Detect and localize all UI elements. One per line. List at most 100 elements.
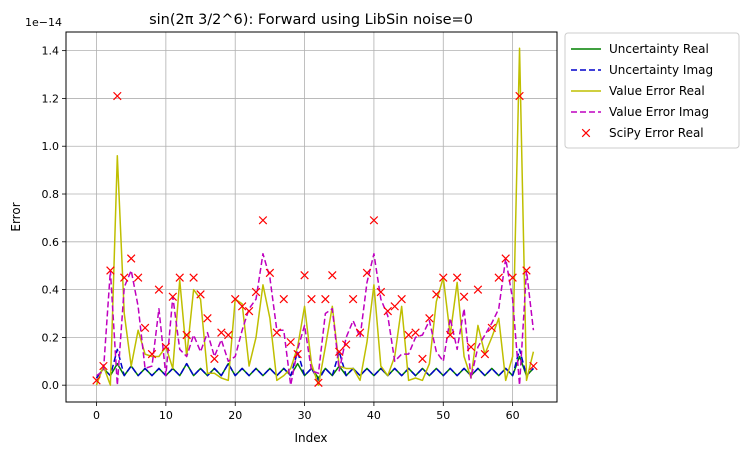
scipy-error-real-point <box>224 330 233 340</box>
x-tick-label: 0 <box>93 409 100 422</box>
scipy-error-real-point <box>445 330 455 340</box>
scipy-error-real-point <box>494 273 503 282</box>
scipy-error-real-point <box>154 285 164 294</box>
scipy-error-real-point <box>300 271 309 280</box>
scipy-error-real-point <box>362 268 372 278</box>
scipy-error-real-point <box>314 378 323 388</box>
y-tick-label: 0.4 <box>42 284 60 297</box>
scipy-error-real-point <box>147 349 157 359</box>
legend-label-value-error-imag: Value Error Imag <box>609 105 709 119</box>
legend-label-uncertainty-imag: Uncertainty Imag <box>609 63 713 77</box>
y-tick-label: 1.0 <box>42 140 60 153</box>
scipy-error-real-point <box>140 323 150 333</box>
legend-label-scipy-error-real: SciPy Error Real <box>609 126 704 140</box>
scipy-error-real-point <box>120 273 129 282</box>
x-tick-label: 60 <box>506 409 520 422</box>
scipy-error-real-point <box>480 349 490 359</box>
scipy-error-real-point <box>279 294 288 304</box>
scipy-error-real-point <box>286 337 295 347</box>
legend-label-uncertainty-real: Uncertainty Real <box>609 42 709 56</box>
scipy-error-real-point <box>258 216 268 225</box>
legend-item-value-error-imag: Value Error Imag <box>571 105 709 119</box>
scipy-error-real-point <box>459 292 469 301</box>
y-tick-label: 0.2 <box>42 331 60 344</box>
scipy-error-real-point <box>452 273 462 282</box>
scipy-error-real-point <box>189 273 198 282</box>
scipy-error-real-point <box>348 294 358 304</box>
y-tick-label: 0.6 <box>42 236 60 249</box>
axes: 0 10 20 30 40 50 60 0.0 0.2 0.4 0.6 0.8 1.0 1.2 1.4 <box>42 45 520 422</box>
scipy-error-real-point <box>307 294 316 304</box>
scipy-error-real-point <box>92 376 101 385</box>
scipy-error-real-point <box>196 290 205 299</box>
legend-frame <box>564 32 740 149</box>
scipy-error-real-point <box>515 91 524 101</box>
scipy-error-real-point <box>501 254 510 263</box>
value-error-imag-line <box>96 253 535 386</box>
scipy-error-real-point <box>265 268 275 278</box>
scipy-error-real-point <box>203 314 212 323</box>
legend: Uncertainty Real Uncertainty Imag Value Er… <box>564 32 740 149</box>
scipy-error-real-point <box>251 287 261 297</box>
scipy-error-real-point <box>182 330 191 340</box>
scipy-error-real-markers <box>92 91 538 388</box>
x-tick-label: 50 <box>436 409 450 422</box>
scipy-error-real-point <box>341 340 351 349</box>
scipy-error-real-point <box>376 287 386 297</box>
x-tick-label: 20 <box>228 409 242 422</box>
scipy-error-real-point <box>335 347 344 356</box>
x-tick-label: 10 <box>159 409 173 422</box>
legend-item-value-error-real: Value Error Real <box>571 84 705 98</box>
y-tick-label: 1.4 <box>42 45 60 58</box>
scipy-error-real-point <box>175 273 184 282</box>
scipy-error-real-point <box>237 302 247 311</box>
scipy-error-real-point <box>522 266 531 275</box>
scipy-error-real-point <box>230 294 240 304</box>
scipy-error-real-point <box>487 323 497 333</box>
legend-label-value-error-real: Value Error Real <box>609 84 705 98</box>
scipy-error-real-point <box>439 273 448 282</box>
legend-item-uncertainty-imag: Uncertainty Imag <box>571 63 713 77</box>
scipy-error-real-point <box>355 328 365 337</box>
x-axis-label: Index <box>294 431 327 445</box>
scipy-error-real-point <box>99 361 108 371</box>
scipy-error-real-point <box>321 294 330 304</box>
scipy-error-real-point <box>383 306 393 316</box>
scipy-error-real-point <box>210 354 219 364</box>
y-tick-label: 0.0 <box>42 379 60 392</box>
scipy-error-real-point <box>529 361 538 371</box>
scipy-error-real-point <box>244 306 254 316</box>
legend-item-uncertainty-real: Uncertainty Real <box>571 42 709 56</box>
y-tick-label: 0.8 <box>42 188 60 201</box>
scipy-error-real-point <box>161 342 171 352</box>
value-error-real-line <box>95 47 535 386</box>
scipy-error-real-point <box>328 271 337 280</box>
scipy-error-real-point <box>133 273 143 282</box>
x-tick-label: 40 <box>367 409 381 422</box>
grid <box>66 32 557 402</box>
scipy-error-real-point <box>404 330 413 340</box>
scipy-error-real-point <box>126 254 136 263</box>
scipy-error-real-point <box>369 216 379 225</box>
x-tick-label: 30 <box>298 409 312 422</box>
scipy-error-real-point <box>106 266 115 275</box>
scipy-error-real-point <box>508 273 517 282</box>
y-tick-label: 1.2 <box>42 92 60 105</box>
scipy-error-real-point <box>168 292 178 301</box>
series-layer <box>92 47 538 388</box>
scipy-error-real-point <box>473 285 483 294</box>
y-axis-label: Error <box>9 202 23 231</box>
scipy-error-real-point <box>293 349 302 359</box>
scipy-error-real-point <box>397 294 406 304</box>
plot-frame <box>65 31 558 403</box>
scipy-error-real-point <box>432 290 441 299</box>
scipy-error-real-point <box>418 354 427 364</box>
y-axis-offset-label: 1e−14 <box>25 16 62 29</box>
scipy-error-real-point <box>113 91 122 101</box>
scipy-error-real-point <box>411 328 420 337</box>
scipy-error-real-point <box>272 328 282 337</box>
legend-marker-scipy-error-real <box>581 128 591 138</box>
scipy-error-real-point <box>217 328 226 337</box>
